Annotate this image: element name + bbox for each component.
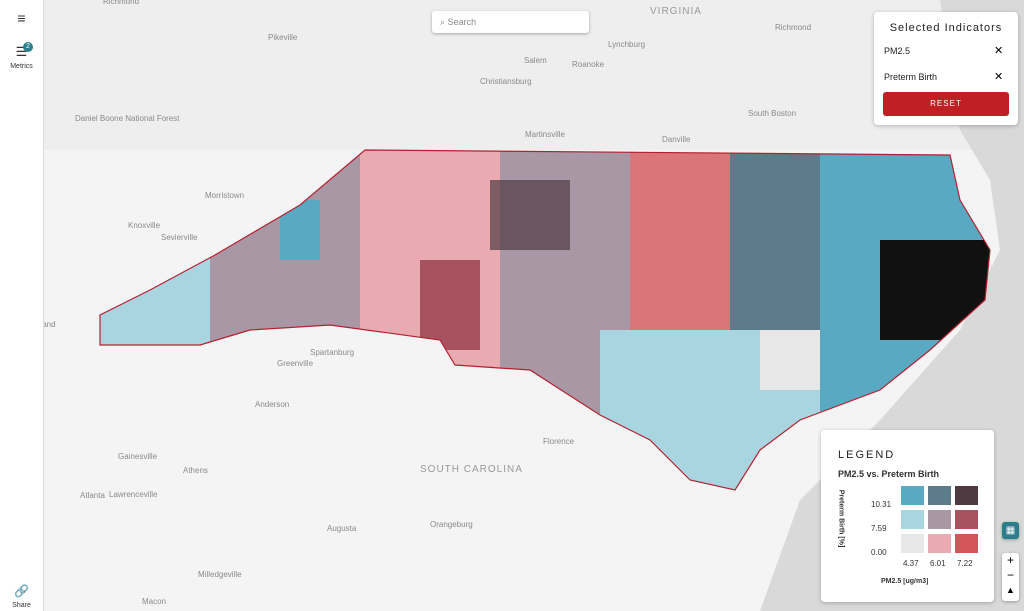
map-label: Roanoke	[572, 60, 605, 69]
legend-cell	[928, 534, 951, 553]
share-label[interactable]: Share	[12, 602, 31, 609]
x-label: 7.22	[957, 559, 973, 568]
map-label: Lawrenceville	[109, 490, 158, 499]
y-label: 7.59	[871, 524, 887, 533]
metrics-icon[interactable]: ☰	[15, 44, 28, 59]
selected-indicators-panel: Selected Indicators PM2.5 ✕ Preterm Birt…	[874, 12, 1018, 125]
map-label: Augusta	[327, 524, 357, 533]
indicator: Preterm Birth	[884, 72, 938, 82]
remove-button[interactable]: ✕	[994, 71, 1004, 83]
zoom-out[interactable]: −	[1006, 568, 1014, 582]
map-label: Morristown	[205, 191, 244, 200]
map-label: Milledgeville	[198, 570, 242, 579]
map-label: Richmond	[103, 0, 139, 6]
map-label: Gainesville	[118, 452, 158, 461]
zoom-controls: + − ▲	[1002, 553, 1019, 601]
legend-cell	[901, 486, 924, 505]
compass[interactable]: ▲	[1006, 585, 1015, 595]
map-label: Greenville	[277, 359, 314, 368]
legend-cell	[901, 534, 924, 553]
legend-cell	[955, 486, 978, 505]
legend-cell	[928, 510, 951, 529]
share-icon[interactable]: 🔗	[14, 584, 29, 598]
map-label: Christiansburg	[480, 77, 532, 86]
grid-toggle[interactable]: ▦	[1002, 522, 1019, 539]
search-placeholder: Search	[447, 17, 477, 27]
map-label: Danville	[662, 135, 691, 144]
panel-title: Selected Indicators	[889, 22, 1003, 34]
zoom-in[interactable]: +	[1006, 553, 1014, 567]
map-label: Lynchburg	[608, 40, 645, 49]
map-label: SOUTH CAROLINA	[420, 464, 523, 475]
map-label: South Boston	[748, 109, 796, 118]
menu-icon[interactable]: ≡	[17, 10, 26, 26]
map-label: Athens	[183, 466, 208, 475]
map-label: Martinsville	[525, 130, 566, 139]
legend-cell	[928, 486, 951, 505]
y-label: 0.00	[871, 548, 887, 557]
x-label: 4.37	[903, 559, 919, 568]
legend: LEGEND PM2.5 vs. Preterm Birth Preterm B…	[821, 430, 994, 602]
legend-cell	[955, 510, 978, 529]
map-label: Atlanta	[80, 491, 105, 500]
x-axis-label: PM2.5 [ug/m3]	[881, 578, 929, 585]
map-label: Florence	[543, 437, 575, 446]
reset-button[interactable]: RESET	[883, 92, 1009, 116]
map-label: Orangeburg	[430, 520, 473, 529]
map-label: Richmond	[775, 23, 811, 32]
y-axis-label: Preterm Birth [%]	[837, 489, 845, 548]
metrics-label[interactable]: Metrics	[10, 63, 33, 70]
map-label: Sevierville	[161, 233, 198, 242]
y-label: 10.31	[871, 500, 892, 509]
map-label: Daniel Boone National Forest	[75, 114, 180, 123]
legend-subtitle: PM2.5 vs. Preterm Birth	[838, 469, 940, 479]
map-label: Knoxville	[128, 221, 161, 230]
metrics-badge: 2	[23, 42, 33, 52]
remove-button[interactable]: ✕	[994, 45, 1004, 57]
legend-cell	[955, 534, 978, 553]
sidebar: ≡ ☰ 2 Metrics 🔗 Share	[0, 0, 44, 611]
legend-cell	[901, 510, 924, 529]
map-label: Pikeville	[268, 33, 298, 42]
legend-title: LEGEND	[838, 449, 896, 461]
search-icon: ⌕	[440, 17, 446, 27]
map-label: Spartanburg	[310, 348, 354, 357]
x-label: 6.01	[930, 559, 946, 568]
map-label: Anderson	[255, 400, 289, 409]
map-label: Salem	[524, 56, 547, 65]
indicator: PM2.5	[884, 46, 911, 56]
map-label: VIRGINIA	[650, 6, 702, 17]
map-label: Macon	[142, 597, 166, 606]
search-box[interactable]: ⌕ Search	[432, 11, 589, 33]
